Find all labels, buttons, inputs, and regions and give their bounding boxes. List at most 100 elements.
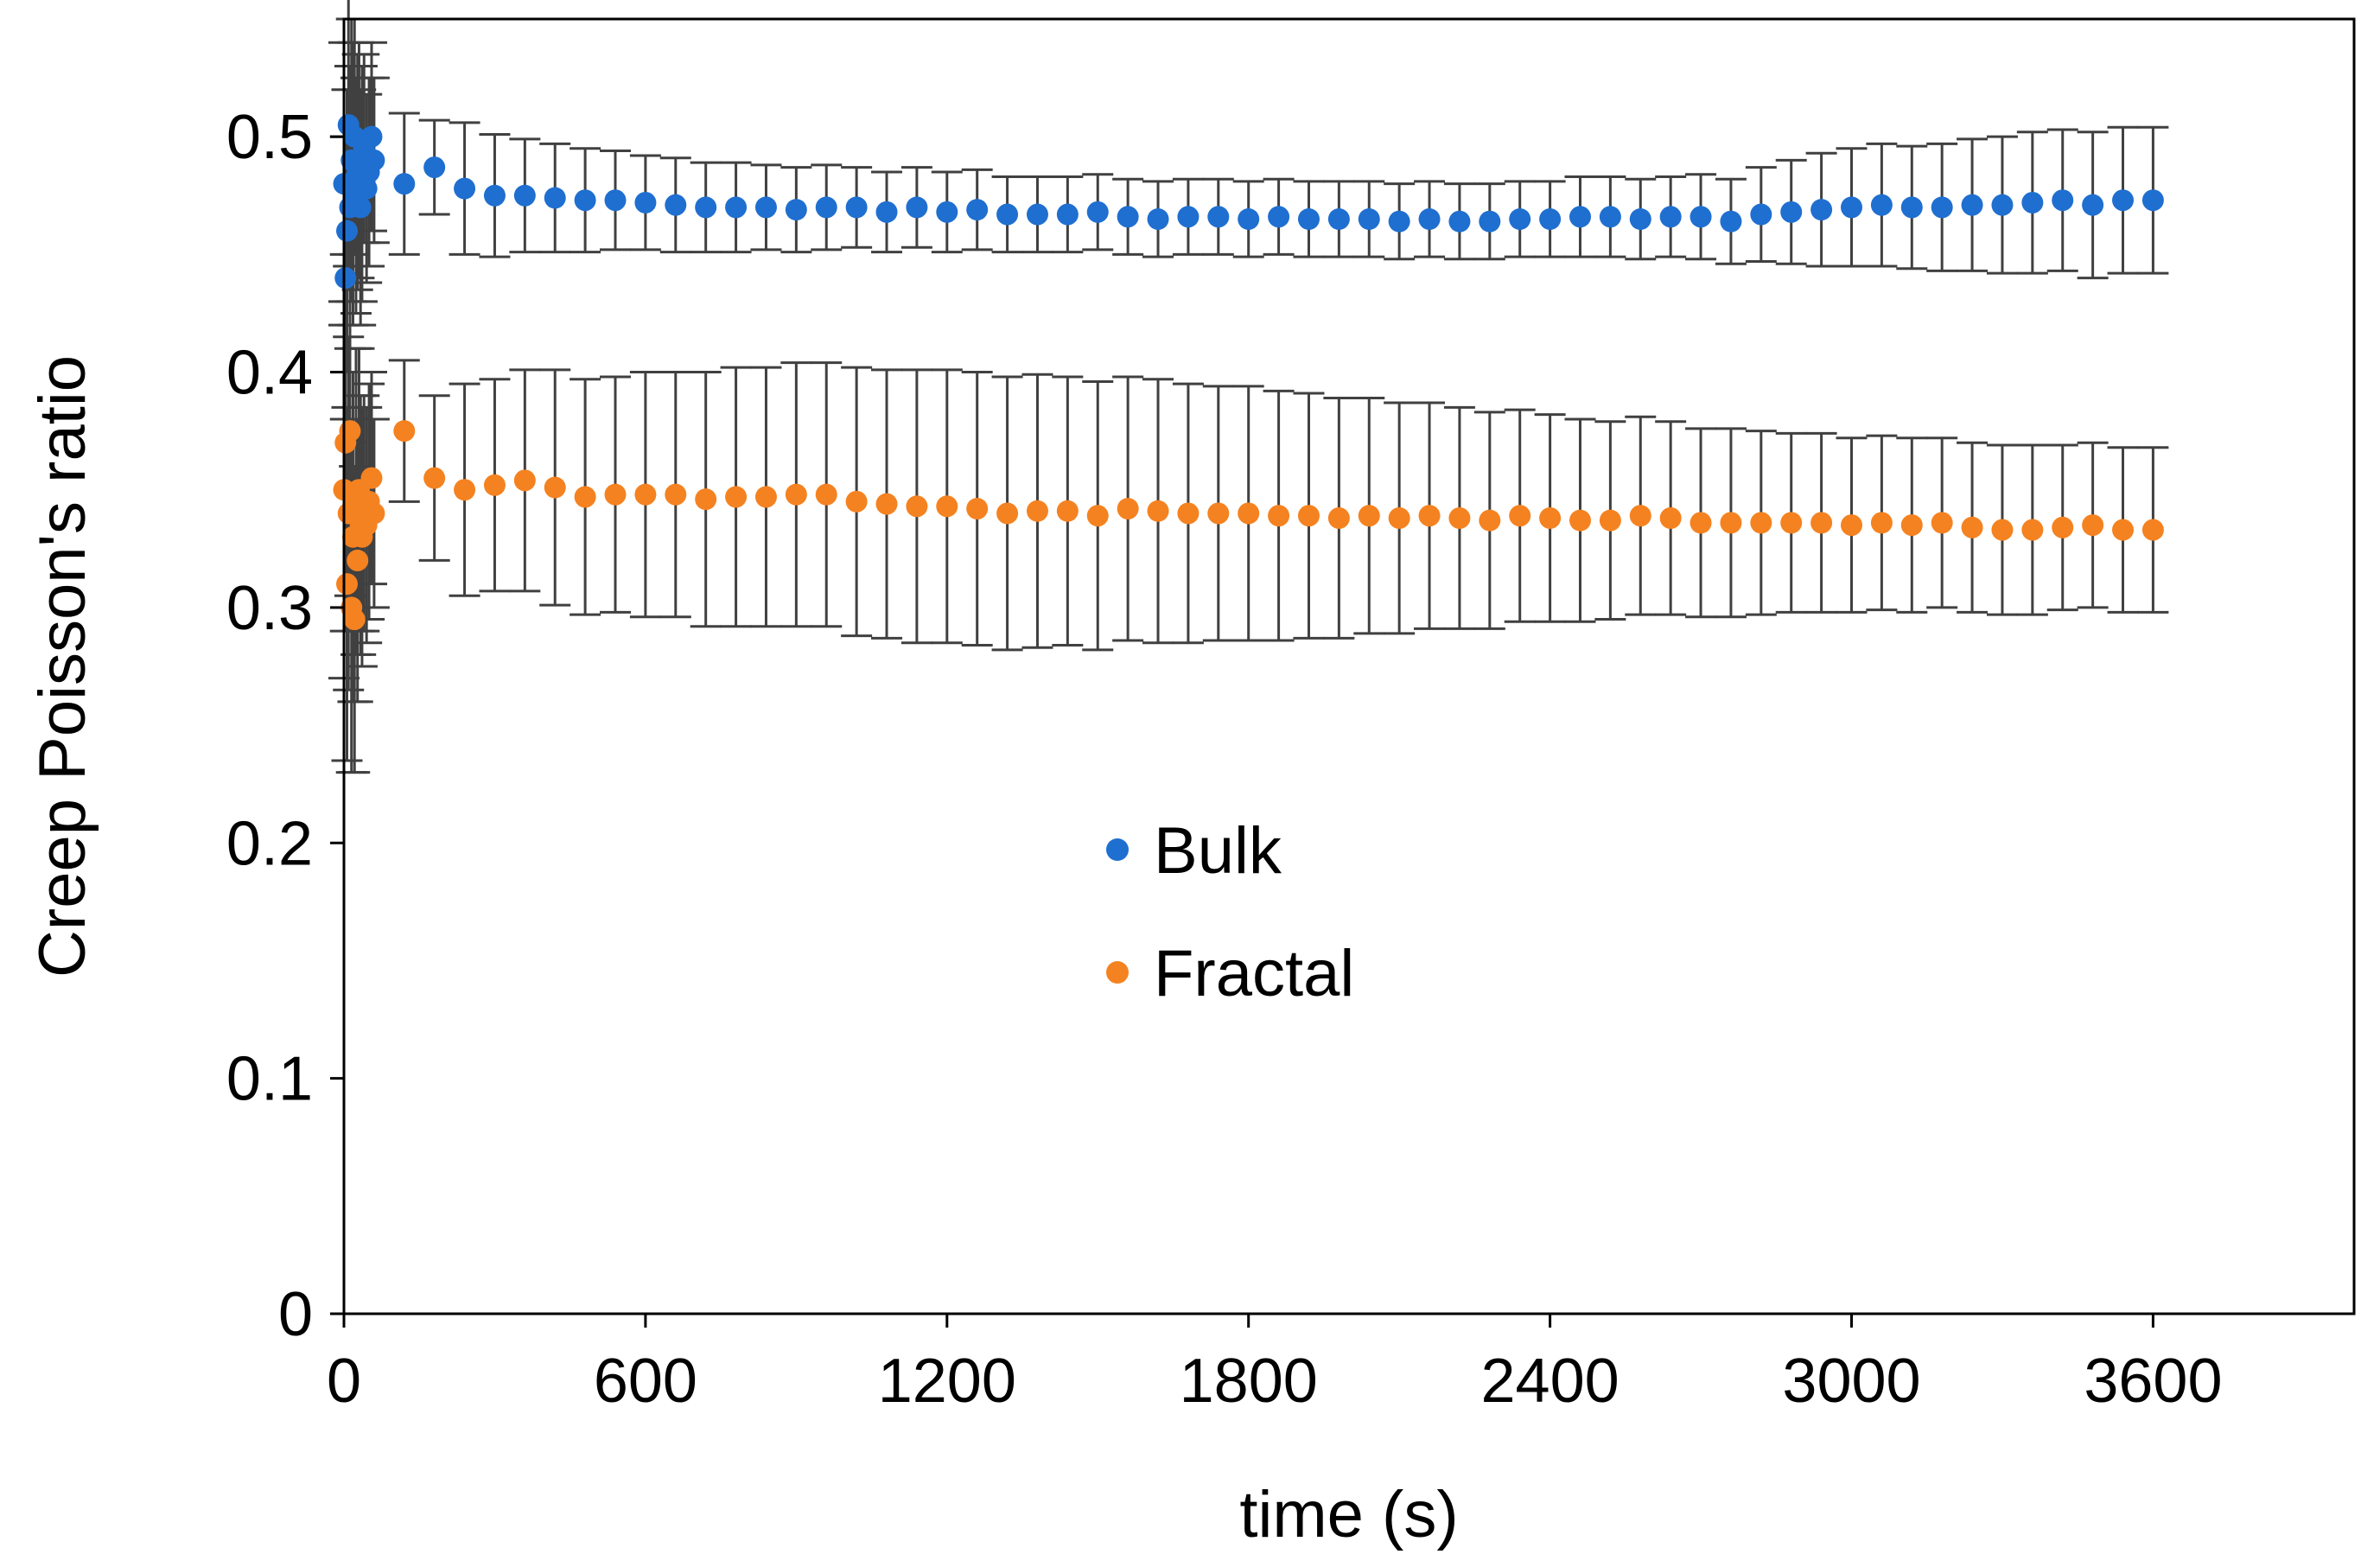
fractal-data-point <box>665 483 687 506</box>
y-tick-label: 0.5 <box>226 103 313 172</box>
bulk-data-point <box>363 149 385 171</box>
bulk-data-point <box>1931 196 1953 219</box>
fractal-data-point <box>754 486 777 508</box>
bulk-data-point <box>1327 208 1350 231</box>
bulk-data-point <box>393 173 416 195</box>
y-axis-title: Creep Poisson's ratio <box>26 355 99 978</box>
fractal-data-point <box>360 467 383 489</box>
x-tick-label: 3000 <box>1782 1347 1920 1416</box>
bulk-data-point <box>355 177 378 200</box>
bulk-data-point <box>1690 206 1712 228</box>
bulk-data-point <box>634 191 657 213</box>
x-tick-label: 3600 <box>2084 1347 2222 1416</box>
fractal-data-point <box>2082 514 2104 537</box>
bulk-data-point <box>1238 208 1260 231</box>
fractal-data-point <box>906 495 928 518</box>
bulk-data-point <box>2082 194 2104 216</box>
fractal-data-point <box>1026 500 1048 522</box>
fractal-data-point <box>1991 519 2014 541</box>
legend-label-fractal: Fractal <box>1154 937 1354 1010</box>
fractal-data-point <box>1479 509 1501 532</box>
fractal-data-point <box>1569 509 1591 532</box>
fractal-data-point <box>1327 506 1350 529</box>
bulk-data-point <box>936 201 958 223</box>
fractal-data-point <box>483 474 506 496</box>
bulk-data-point <box>2141 189 2164 212</box>
fractal-data-point <box>1750 512 1772 534</box>
fractal-data-point <box>544 476 566 499</box>
bulk-data-point <box>1991 194 2014 216</box>
fractal-data-point <box>1931 512 1953 534</box>
y-tick-label: 0.2 <box>226 809 313 878</box>
bulk-data-point <box>1418 208 1441 231</box>
bulk-data-point <box>665 194 687 216</box>
fractal-data-point <box>1870 512 1893 534</box>
fractal-data-point <box>1780 512 1803 534</box>
fractal-data-point <box>1358 505 1380 527</box>
bulk-data-point <box>725 196 748 219</box>
fractal-data-point <box>347 549 369 571</box>
bulk-data-point <box>966 199 989 221</box>
bulk-data-point <box>1117 206 1139 228</box>
bulk-data-point <box>604 189 627 212</box>
bulk-data-point <box>1629 208 1651 231</box>
y-tick-label: 0 <box>278 1280 313 1349</box>
bulk-data-point <box>349 196 372 219</box>
bulk-data-point <box>2052 189 2074 212</box>
bulk-data-point <box>1026 203 1048 226</box>
bulk-data-point <box>1086 201 1109 223</box>
fractal-data-point <box>966 498 989 520</box>
bulk-data-point <box>1810 199 1833 221</box>
fractal-data-point <box>1238 502 1260 525</box>
fractal-data-point <box>1961 516 1983 538</box>
fractal-data-point <box>1388 506 1410 529</box>
bulk-data-point <box>2112 189 2135 212</box>
bulk-data-point <box>1659 206 1682 228</box>
x-tick-label: 1200 <box>878 1347 1016 1416</box>
bulk-data-point <box>1388 210 1410 233</box>
fractal-data-point <box>1629 505 1651 527</box>
bulk-data-point <box>815 196 837 219</box>
bulk-data-point <box>574 189 596 212</box>
fractal-data-point <box>1900 514 1923 537</box>
bulk-data-point <box>845 196 868 219</box>
bulk-data-point <box>2021 191 2044 213</box>
fractal-data-point <box>725 486 748 508</box>
fractal-data-point <box>343 608 366 631</box>
x-tick-label: 2400 <box>1481 1347 1620 1416</box>
fractal-data-point <box>1841 514 1862 537</box>
fractal-data-point <box>695 488 717 511</box>
fractal-data-point <box>875 493 898 515</box>
fractal-data-point <box>1056 500 1079 522</box>
bulk-data-point <box>1207 206 1230 228</box>
y-tick-label: 0.1 <box>226 1045 313 1114</box>
bulk-data-point <box>785 199 807 221</box>
fractal-data-point <box>1509 505 1531 527</box>
x-tick-label: 0 <box>327 1347 361 1416</box>
bulk-data-point <box>454 177 476 200</box>
bulk-data-point <box>335 220 358 242</box>
bulk-data-point <box>1509 208 1531 231</box>
fractal-data-point <box>2141 519 2164 541</box>
bulk-data-point <box>1870 194 1893 216</box>
fractal-data-point <box>1207 502 1230 525</box>
data-points <box>333 114 2164 631</box>
bulk-data-point <box>1448 210 1471 233</box>
fractal-data-point <box>785 483 807 506</box>
bulk-data-point <box>1268 206 1290 228</box>
bulk-data-point <box>996 203 1019 226</box>
bulk-data-point <box>1750 203 1772 226</box>
x-axis-title: time (s) <box>1239 1478 1458 1551</box>
bulk-data-point <box>875 201 898 223</box>
fractal-data-point <box>1117 498 1139 520</box>
bulk-data-point <box>1961 194 1983 216</box>
bulk-data-point <box>906 196 928 219</box>
y-tick-label: 0.4 <box>226 339 313 408</box>
fractal-data-point <box>1690 512 1712 534</box>
bulk-data-point <box>1297 208 1320 231</box>
bulk-data-point <box>1479 210 1501 233</box>
fractal-data-point <box>423 467 446 489</box>
fractal-data-point <box>393 420 416 443</box>
